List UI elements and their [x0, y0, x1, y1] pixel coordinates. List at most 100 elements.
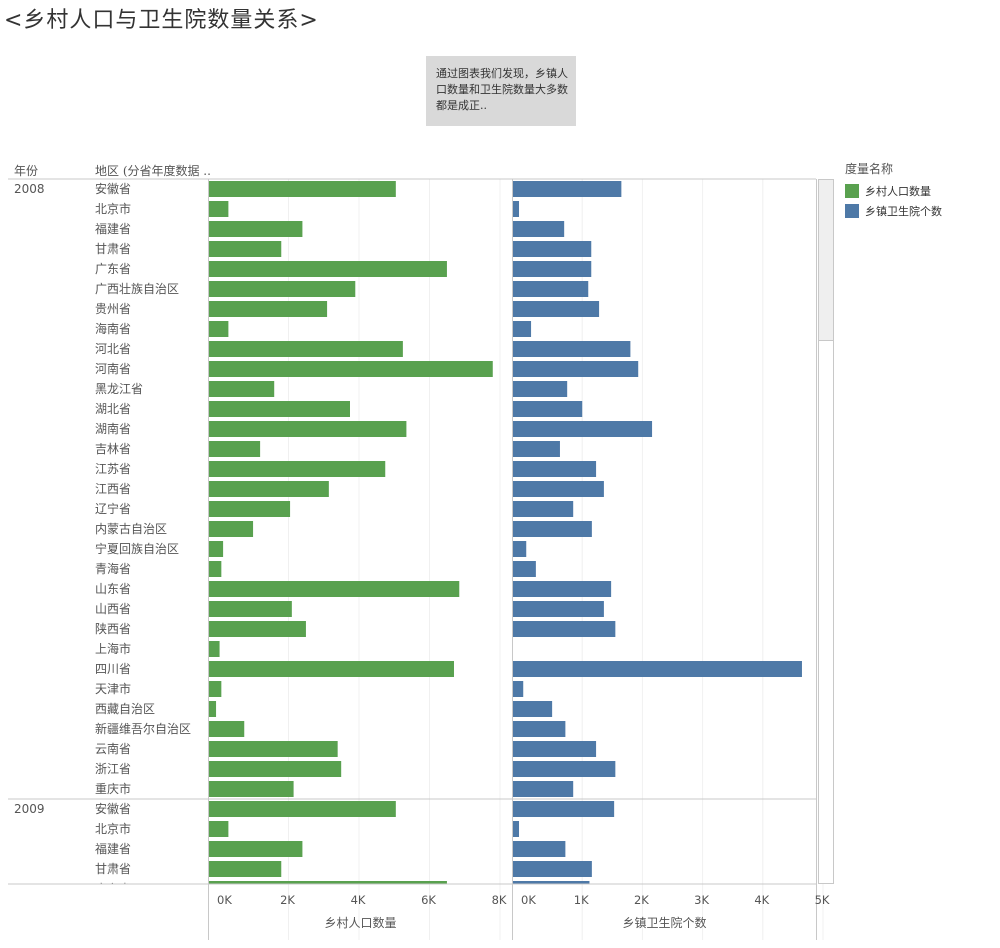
bar-rural-population [209, 361, 493, 377]
bar-rural-population [209, 681, 222, 697]
region-label: 甘肃省 [95, 862, 131, 876]
bar-rural-population [209, 881, 447, 884]
bar-rural-population [209, 701, 217, 717]
region-label: 湖南省 [95, 421, 131, 436]
x-tick-label: 3K [694, 893, 709, 907]
bar-health-centers [513, 621, 616, 637]
bar-rural-population [209, 341, 403, 357]
legend-item-health-centers[interactable]: 乡镇卫生院个数 [845, 201, 942, 221]
bar-rural-population [209, 841, 303, 857]
region-label: 贵州省 [95, 302, 131, 316]
bar-health-centers [513, 501, 574, 517]
region-label: 陕西省 [95, 621, 131, 636]
bar-health-centers [513, 361, 639, 377]
region-label: 云南省 [95, 741, 131, 756]
region-label: 安徽省 [95, 181, 131, 196]
bar-health-centers [513, 221, 565, 237]
year-label: 2008 [14, 182, 45, 196]
vertical-scrollbar[interactable] [818, 179, 834, 884]
bar-health-centers [513, 241, 592, 257]
region-label: 甘肃省 [95, 242, 131, 256]
region-label: 黑龙江省 [95, 382, 143, 396]
bar-rural-population [209, 421, 407, 437]
annotation-box[interactable]: 通过图表我们发现，乡镇人口数量和卫生院数量大多数都是成正.. [426, 56, 576, 126]
bar-health-centers [513, 761, 616, 777]
bar-rural-population [209, 201, 229, 217]
bar-rural-population [209, 281, 356, 297]
bar-rural-population [209, 461, 386, 477]
legend-swatch-rural-population [845, 184, 859, 198]
region-label: 福建省 [95, 841, 131, 856]
bar-rural-population [209, 561, 222, 577]
region-label: 四川省 [95, 662, 131, 676]
bar-health-centers [513, 821, 520, 837]
bar-rural-population [209, 761, 342, 777]
legend-swatch-health-centers [845, 204, 859, 218]
region-label: 江苏省 [95, 462, 131, 476]
region-label: 海南省 [95, 321, 131, 336]
x-tick-label: 4K [754, 893, 769, 907]
bar-chart: 安徽省北京市福建省甘肃省广东省广西壮族自治区贵州省海南省河北省河南省黑龙江省湖北… [8, 178, 830, 940]
bar-health-centers [513, 841, 566, 857]
bar-health-centers [513, 781, 574, 797]
bar-rural-population [209, 861, 282, 877]
region-label: 浙江省 [95, 762, 131, 776]
x-tick-label: 0K [217, 893, 232, 907]
bar-health-centers [513, 741, 597, 757]
column-header-region[interactable]: 地区 (分省年度数据 .. [95, 164, 211, 178]
bar-health-centers [513, 201, 520, 217]
bar-health-centers [513, 301, 600, 317]
bar-health-centers [513, 381, 568, 397]
bar-rural-population [209, 261, 447, 277]
bar-rural-population [209, 821, 229, 837]
bar-health-centers [513, 281, 589, 297]
region-label: 河南省 [95, 361, 131, 376]
bar-rural-population [209, 781, 294, 797]
bar-health-centers [513, 441, 560, 457]
region-label: 湖北省 [95, 401, 131, 416]
bar-health-centers [513, 601, 604, 617]
bar-rural-population [209, 801, 396, 817]
x-tick-label: 8K [492, 893, 507, 907]
bar-health-centers [513, 561, 536, 577]
legend: 度量名称 乡村人口数量 乡镇卫生院个数 [845, 160, 942, 221]
legend-label-health-centers: 乡镇卫生院个数 [865, 205, 942, 218]
bar-health-centers [513, 341, 631, 357]
bar-rural-population [209, 541, 224, 557]
bar-health-centers [513, 541, 527, 557]
bar-health-centers [513, 481, 604, 497]
region-label: 安徽省 [95, 801, 131, 816]
region-label: 内蒙古自治区 [95, 521, 167, 536]
bar-rural-population [209, 441, 261, 457]
bar-rural-population [209, 621, 306, 637]
year-label: 2009 [14, 802, 45, 816]
bar-rural-population [209, 181, 396, 197]
bar-rural-population [209, 401, 350, 417]
page-title: <乡村人口与卫生院数量关系> [4, 8, 319, 33]
bar-rural-population [209, 301, 328, 317]
region-label: 广东省 [95, 262, 131, 276]
legend-label-rural-population: 乡村人口数量 [865, 185, 931, 198]
bar-health-centers [513, 801, 615, 817]
x-tick-label: 0K [521, 893, 536, 907]
bar-rural-population [209, 661, 454, 677]
region-label: 重庆市 [95, 781, 131, 796]
region-label: 江西省 [95, 482, 131, 496]
x-tick-label: 1K [574, 893, 589, 907]
bar-rural-population [209, 501, 291, 517]
rows-area: 安徽省北京市福建省甘肃省广东省广西壮族自治区贵州省海南省河北省河南省黑龙江省湖北… [8, 181, 816, 884]
x-tick-label: 2K [280, 893, 295, 907]
region-label: 吉林省 [95, 442, 131, 456]
bar-rural-population [209, 321, 229, 337]
legend-item-rural-population[interactable]: 乡村人口数量 [845, 181, 942, 201]
scrollbar-thumb[interactable] [819, 180, 833, 341]
bar-rural-population [209, 581, 460, 597]
x-tick-label: 4K [351, 893, 366, 907]
bar-health-centers [513, 261, 592, 277]
bar-rural-population [209, 721, 245, 737]
bar-health-centers [513, 881, 590, 884]
bar-rural-population [209, 601, 292, 617]
column-header-year[interactable]: 年份 [14, 164, 39, 178]
region-label: 西藏自治区 [95, 702, 155, 716]
region-label: 青海省 [95, 561, 131, 576]
